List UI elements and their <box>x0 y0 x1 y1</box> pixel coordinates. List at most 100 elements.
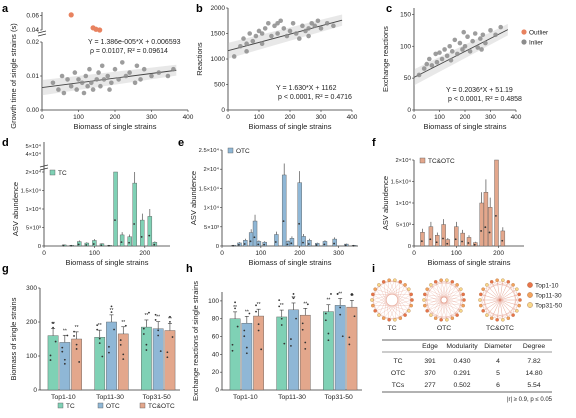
replicate-dot <box>148 311 150 314</box>
network-edge <box>479 280 498 301</box>
significance-mark: ** <box>303 301 307 307</box>
network-node <box>422 298 426 302</box>
asv-bar <box>460 232 465 247</box>
replicate-dot <box>278 305 281 308</box>
y-tick-label: 1×10⁴ <box>203 205 219 212</box>
network-edge <box>452 281 465 301</box>
data-point <box>101 77 107 82</box>
network-node <box>481 309 485 313</box>
y-tick-label: 2×10⁴ <box>25 169 41 176</box>
replicate-dot <box>290 242 293 245</box>
asv-bar <box>289 238 295 247</box>
data-point <box>416 72 422 78</box>
significance-mark: ** <box>326 298 330 304</box>
data-point <box>306 26 311 31</box>
table-cell: 0.430 <box>453 358 470 365</box>
replicate-dot <box>348 343 351 346</box>
data-point <box>247 31 252 36</box>
network-edge <box>424 284 432 306</box>
replicate-dot <box>304 341 307 344</box>
replicate-dot <box>234 307 236 310</box>
table-cell: 7.82 <box>527 358 540 365</box>
group-bar <box>229 318 241 391</box>
significance-mark: ** <box>98 323 102 329</box>
network-node <box>478 298 482 302</box>
network-node <box>485 313 489 317</box>
x-tick-label: 100 <box>89 250 100 257</box>
replicate-dot <box>298 222 301 225</box>
replicate-dot <box>292 297 295 300</box>
asv-bar <box>132 182 137 247</box>
replicate-dot <box>110 305 113 308</box>
x-tick-label: 400 <box>511 114 522 121</box>
y-tick-label: 0 <box>216 244 219 250</box>
replicate-dot <box>49 359 52 361</box>
network-edge <box>371 299 409 311</box>
panel-letter-d: d <box>2 137 9 149</box>
network-node <box>398 280 403 284</box>
replicate-dot <box>148 234 151 237</box>
x-tick-label: 300 <box>146 114 157 121</box>
x-tick-label: 100 <box>254 114 265 121</box>
data-point <box>475 45 481 50</box>
network-node <box>455 313 459 317</box>
y-tick-label: 1000 <box>211 56 226 63</box>
y-tick-label: 1500 <box>211 31 226 38</box>
y-tick-label: 0 <box>215 387 219 394</box>
network-edge <box>456 284 464 306</box>
data-point <box>315 18 321 24</box>
table-cell: 14.80 <box>525 370 542 377</box>
replicate-dot <box>122 353 125 356</box>
network-edge <box>480 305 503 320</box>
significance-mark: ** <box>233 305 237 311</box>
legend-swatch <box>139 402 146 409</box>
replicate-dot <box>145 349 148 351</box>
legend-label: TC <box>58 170 67 177</box>
y-tick-label: 5×10³ <box>26 226 41 232</box>
network-edge <box>512 284 517 311</box>
network-edge <box>424 294 432 316</box>
regression-equation: Y = 0.2036*X + 51.19 <box>446 87 513 94</box>
x-tick-label: 300 <box>485 114 496 121</box>
network-edge <box>372 294 406 316</box>
y-tick-label: 20 <box>212 369 220 376</box>
network-edge <box>424 305 442 320</box>
network-node <box>485 283 489 287</box>
legend-swatch <box>227 147 234 154</box>
y-tick-label: 0 <box>221 107 225 114</box>
category-label: Top31-50 <box>324 394 353 401</box>
significance-mark: ** <box>338 292 342 298</box>
network-edge <box>483 310 509 319</box>
data-point <box>331 23 336 29</box>
x-tick-label: 200 <box>139 250 150 257</box>
replicate-dot <box>61 350 64 353</box>
data-point <box>56 87 61 92</box>
network-edge <box>383 281 409 311</box>
y-axis-label: Exchange reactions of single strains <box>191 281 200 401</box>
replicate-dot <box>278 299 281 302</box>
asv-bar <box>466 237 472 247</box>
data-point <box>442 47 447 52</box>
legend-label: TC&OTC <box>148 403 175 410</box>
data-point <box>434 59 440 65</box>
data-point <box>74 87 79 92</box>
asv-bar <box>256 241 262 247</box>
asv-bar <box>252 220 258 247</box>
replicate-dot <box>73 335 75 337</box>
y-tick-label: 0.06 <box>26 13 39 20</box>
replicate-dot <box>231 349 234 352</box>
network-edge <box>452 299 465 319</box>
asv-bar <box>494 159 499 247</box>
replicate-dot <box>351 293 353 295</box>
significance-mark: ** <box>110 308 114 314</box>
replicate-dot <box>128 241 130 244</box>
network-edge <box>375 299 413 311</box>
data-point <box>472 31 478 36</box>
outlier-point <box>68 12 74 18</box>
network-edge <box>446 280 464 295</box>
network-edge <box>378 280 395 286</box>
replicate-dot <box>330 293 332 295</box>
data-point <box>85 83 90 89</box>
network-node <box>409 303 413 308</box>
network-otc <box>422 278 466 322</box>
